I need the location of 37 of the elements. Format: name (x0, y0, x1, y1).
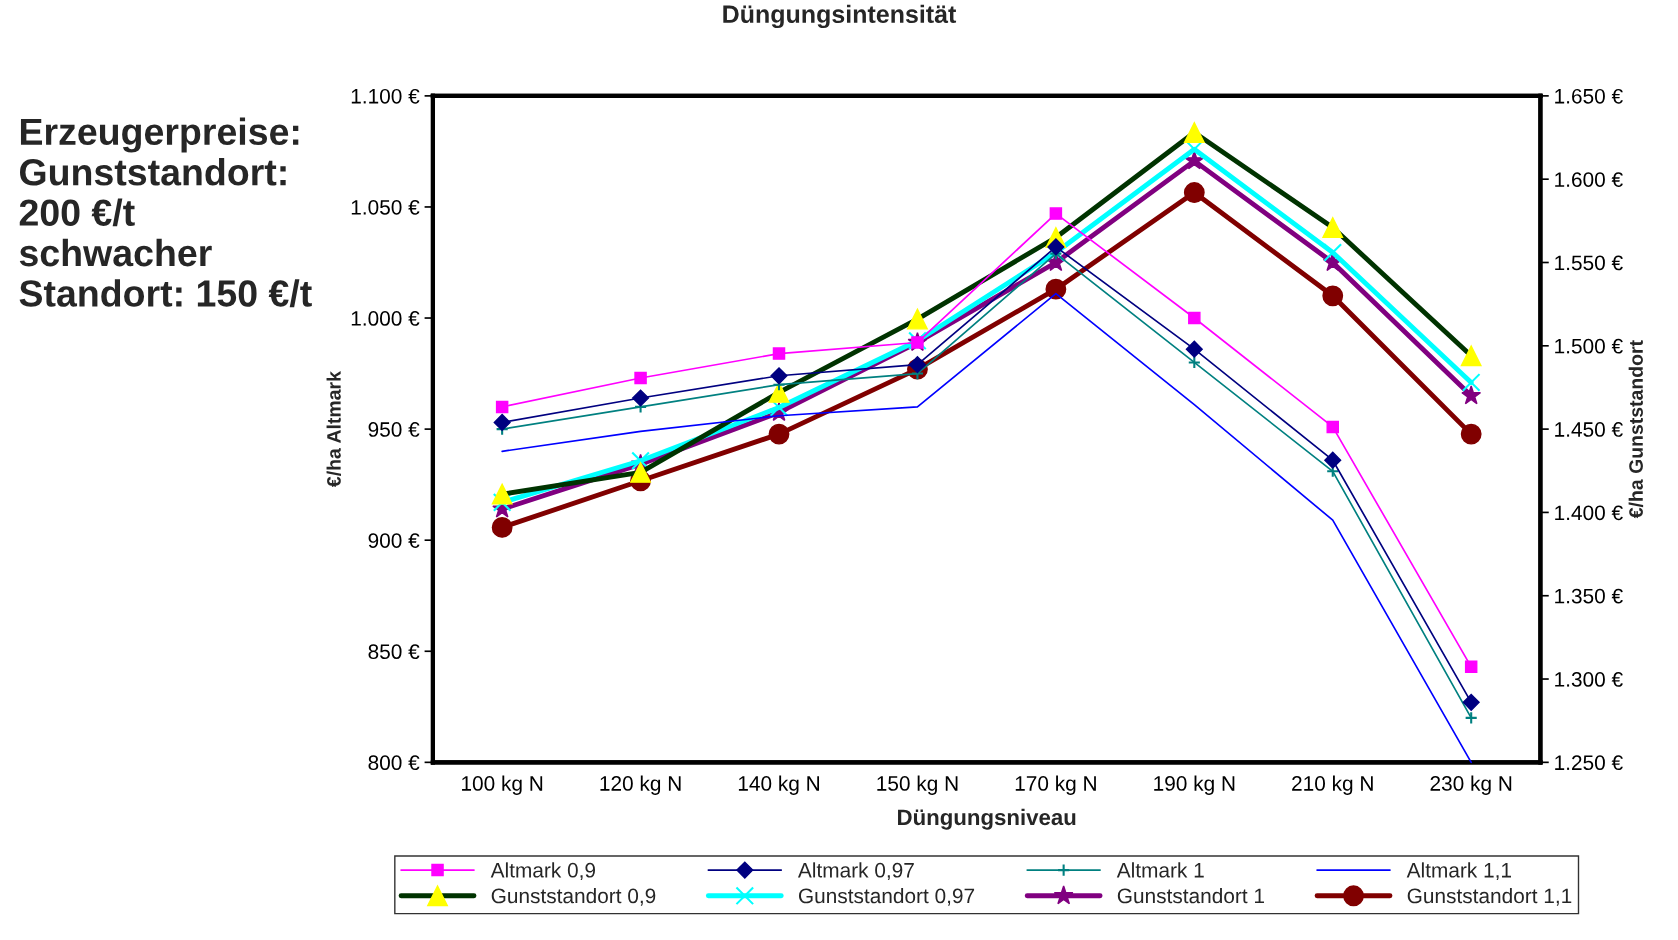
legend-label: Gunststandort 0,97 (798, 887, 975, 906)
y-tick-label: 900 € (368, 533, 420, 548)
y-tick-label: 1.050 € (351, 199, 420, 215)
y-tick-label: 800 € (368, 755, 420, 771)
legend-label: Altmark 1 (1116, 862, 1204, 878)
chart-title: Düngungsintensität (723, 4, 957, 29)
y2-tick-label: 1.250 € (1555, 755, 1623, 771)
x-tick-label: 140 kg N (738, 775, 820, 795)
x-tick-label: 120 kg N (600, 775, 681, 795)
y2-axis-title: €/ha Gunststandort (1628, 340, 1644, 519)
x-tick-label: 170 kg N (1015, 775, 1096, 795)
x-tick-label: 150 kg N (877, 775, 958, 795)
legend-label: Altmark 1,1 (1406, 862, 1511, 881)
text: Erzeugerpreise: Gunststandort: 200 €/t schwacher Standort: 150 €/t (19, 117, 312, 308)
legend-label: Altmark 0,97 (797, 862, 914, 881)
y-tick-label: 1.000 € (351, 311, 420, 326)
x-tick-label: 210 kg N (1292, 775, 1373, 795)
legend-label: Altmark 0,9 (490, 862, 596, 881)
y2-tick-label: 1.450 € (1555, 422, 1623, 437)
x-tick-label: 100 kg N (462, 775, 543, 795)
y2-tick-label: 1.650 € (1555, 88, 1623, 104)
y2-tick-label: 1.350 € (1555, 588, 1623, 604)
legend-label: Gunststandort 0,9 (491, 887, 656, 906)
y2-tick-label: 1.600 € (1555, 172, 1623, 187)
y-tick-label: 850 € (368, 644, 420, 660)
y2-tick-label: 1.550 € (1555, 255, 1623, 271)
x-tick-label: 190 kg N (1154, 775, 1235, 795)
y2-tick-label: 1.500 € (1555, 338, 1623, 354)
x-tick-label: 230 kg N (1430, 775, 1512, 795)
y-tick-label: 950 € (368, 422, 420, 437)
y2-tick-label: 1.400 € (1555, 505, 1623, 521)
y2-tick-label: 1.300 € (1555, 672, 1623, 687)
x-axis-title: Düngungsniveau (898, 808, 1076, 830)
y-tick-label: 1.100 € (351, 88, 420, 104)
legend-label: Gunststandort 1 (1117, 887, 1264, 904)
legend-label: Gunststandort 1,1 (1407, 887, 1572, 906)
y-axis-title: €/ha Altmark (326, 371, 342, 488)
